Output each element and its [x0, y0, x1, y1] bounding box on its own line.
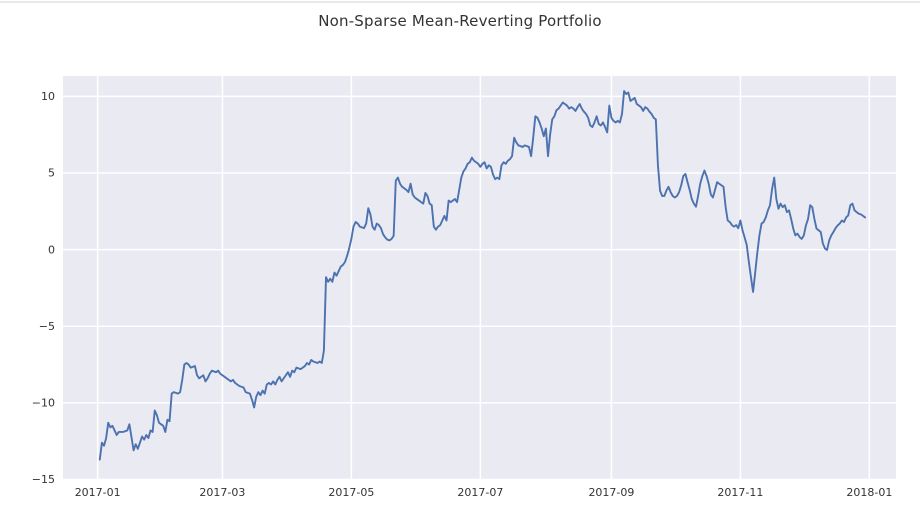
- x-tick-label: 2017-05: [328, 486, 374, 499]
- y-tick-label: 0: [48, 243, 55, 256]
- x-tick-label: 2017-09: [588, 486, 634, 499]
- x-tick-label: 2017-01: [75, 486, 121, 499]
- top-border-line: [0, 1, 920, 3]
- grid-lines: [63, 76, 896, 479]
- x-tick-label: 2017-11: [717, 486, 763, 499]
- x-tick-label: 2018-01: [846, 486, 892, 499]
- y-tick-label: 10: [41, 90, 55, 103]
- y-tick-label: −15: [32, 473, 55, 486]
- chart-title: Non-Sparse Mean-Reverting Portfolio: [318, 12, 602, 30]
- y-tick-label: −5: [39, 320, 55, 333]
- y-tick-label: −10: [32, 397, 55, 410]
- plot-area: [63, 76, 896, 479]
- series-line: [98, 90, 867, 461]
- x-tick-label: 2017-07: [457, 486, 503, 499]
- x-tick-label: 2017-03: [199, 486, 245, 499]
- y-tick-label: 5: [48, 167, 55, 180]
